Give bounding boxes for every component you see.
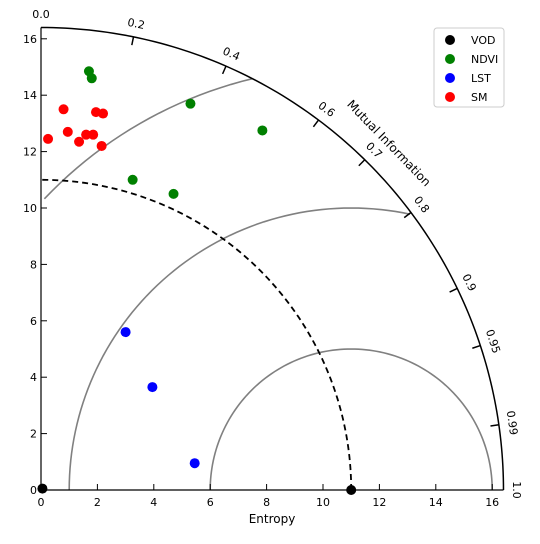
legend-box <box>433 27 505 108</box>
correlation-tick-label: 0.9 <box>459 272 478 293</box>
point-ndvi <box>185 98 196 109</box>
legend-marker-sm <box>445 92 455 102</box>
rms-arcs-group <box>40 77 493 491</box>
point-sm <box>81 129 92 140</box>
x-tick-label: 2 <box>94 496 101 509</box>
legend-label-lst: LST <box>471 72 491 85</box>
correlation-tick-label: 0.99 <box>504 410 520 436</box>
correlation-tick-label: 0.2 <box>126 16 146 32</box>
point-vod <box>346 485 357 495</box>
x-tick-label: 8 <box>263 496 270 509</box>
x-tick-label: 10 <box>316 496 330 509</box>
point-sm <box>43 133 54 144</box>
y-tick-label: 2 <box>30 428 37 441</box>
correlation-tick-label: 0.8 <box>411 194 432 216</box>
legend-marker-vod <box>445 35 455 45</box>
legend-label-sm: SM <box>471 91 487 104</box>
y-tick-label: 0 <box>30 484 37 497</box>
correlation-tick-label: 1.0 <box>510 481 523 499</box>
y-tick-label: 14 <box>23 89 37 102</box>
correlation-tick-mark <box>131 36 135 46</box>
y-tick-label: 16 <box>23 33 37 46</box>
legend-label-vod: VOD <box>471 34 495 47</box>
point-sm <box>96 140 107 151</box>
correlation-tick-label: 0.0 <box>32 8 50 21</box>
legend-marker-ndvi <box>445 54 455 64</box>
correlation-tick-mark <box>403 211 412 219</box>
axes-group <box>40 26 505 491</box>
x-tick-label: 0 <box>38 496 45 509</box>
correlation-tick-mark <box>449 287 458 293</box>
correlation-tick-label: 0.6 <box>316 99 338 120</box>
ticks-group: 0 2 4 6 8 10 12 14 16 0 2 4 6 8 10 12 14 16 0.0 0.2 0.4 0.6 0.… <box>23 8 523 509</box>
correlation-tick-label: 0.95 <box>483 328 503 355</box>
legend-marker-lst <box>445 73 455 83</box>
rms-arc <box>209 348 493 491</box>
point-ndvi <box>86 73 97 84</box>
y-tick-label: 6 <box>30 315 37 328</box>
point-lst <box>120 327 131 338</box>
legend: VOD NDVI LST SM <box>433 27 505 108</box>
x-tick-label: 14 <box>429 496 443 509</box>
x-tick-label: 12 <box>372 496 386 509</box>
correlation-tick-mark <box>312 119 320 128</box>
point-sm <box>58 104 69 115</box>
point-sm <box>88 129 99 140</box>
mutual-information-label: Mutual Information <box>344 97 433 189</box>
rms-arc <box>43 77 253 200</box>
correlation-tick-mark <box>490 424 499 427</box>
point-vod <box>37 483 48 494</box>
y-tick-label: 8 <box>30 258 37 271</box>
point-sm <box>98 108 109 119</box>
rms-arc <box>68 207 410 491</box>
y-tick-label: 4 <box>30 371 37 384</box>
correlation-tick-label: 0.4 <box>221 45 242 64</box>
x-tick-label: 4 <box>150 496 157 509</box>
reference-std-arc <box>40 178 353 491</box>
x-tick-label: 6 <box>207 496 214 509</box>
point-sm <box>62 126 73 137</box>
point-lst <box>189 458 200 469</box>
point-sm <box>74 136 85 147</box>
x-axis-label: Entropy <box>249 512 296 526</box>
point-ndvi <box>127 174 138 185</box>
y-tick-label: 10 <box>23 202 37 215</box>
correlation-tick-mark <box>221 65 227 75</box>
outer-arc <box>40 26 505 491</box>
legend-label-ndvi: NDVI <box>471 53 498 66</box>
x-tick-label: 16 <box>485 496 499 509</box>
correlation-tick-mark <box>358 159 366 167</box>
points-group <box>37 66 357 495</box>
point-lst <box>147 382 158 393</box>
correlation-tick-mark <box>472 344 481 349</box>
point-ndvi <box>257 125 268 136</box>
y-tick-label: 12 <box>23 146 37 159</box>
point-ndvi <box>168 188 179 199</box>
